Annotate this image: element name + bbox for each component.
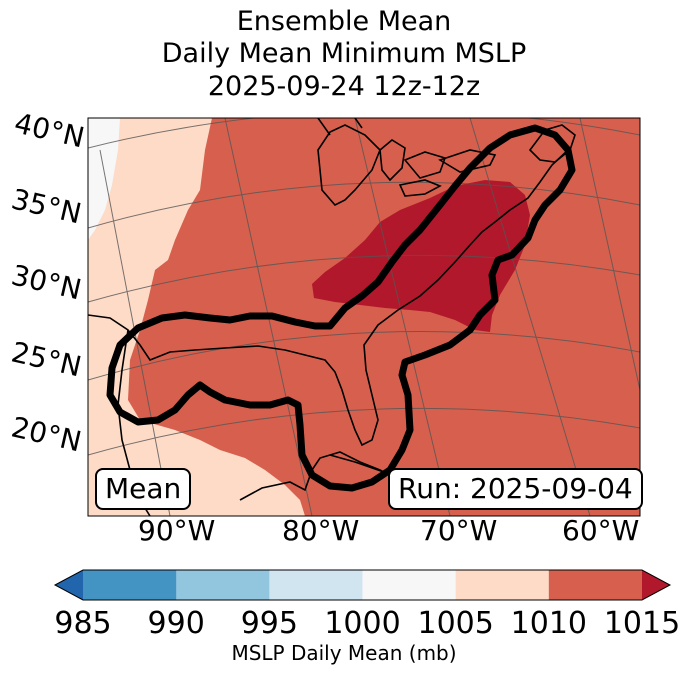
lon-label-70: 70°W bbox=[420, 514, 498, 547]
colorbar bbox=[53, 569, 672, 601]
colorbar-cell bbox=[83, 570, 177, 600]
colorbar-cell bbox=[548, 570, 643, 600]
lon-label-60: 60°W bbox=[562, 514, 640, 547]
colorbar-tick-label: 1015 bbox=[603, 606, 681, 641]
field-1005-1010 bbox=[88, 118, 305, 516]
colorbar-label: MSLP Daily Mean (mb) bbox=[231, 641, 457, 665]
colorbar-cell bbox=[269, 570, 363, 600]
lon-label-80: 80°W bbox=[282, 514, 360, 547]
title-line-1: Ensemble Mean bbox=[236, 6, 452, 37]
colorbar-tick-label: 1005 bbox=[417, 606, 494, 641]
colorbar-extend-high bbox=[642, 570, 670, 600]
colorbar-tick-label: 985 bbox=[54, 606, 112, 641]
title-line-3: 2025-09-24 12z-12z bbox=[207, 71, 481, 102]
colorbar-tick-label: 995 bbox=[240, 606, 298, 641]
map-area bbox=[88, 118, 640, 516]
colorbar-tick-label: 1000 bbox=[324, 606, 401, 641]
run-label-box: Run: 2025-09-04 bbox=[388, 468, 643, 510]
colorbar-cell bbox=[362, 570, 457, 600]
colorbar-tick-label: 990 bbox=[147, 606, 205, 641]
title-line-2: Daily Mean Minimum MSLP bbox=[161, 38, 527, 69]
colorbar-extend-low bbox=[55, 570, 83, 600]
colorbar-cell bbox=[455, 570, 550, 600]
lon-label-90: 90°W bbox=[138, 514, 216, 547]
colorbar-cell bbox=[176, 570, 270, 600]
colorbar-tick-label: 1010 bbox=[510, 606, 588, 641]
mean-contour bbox=[106, 124, 576, 492]
mean-label-box: Mean bbox=[95, 468, 192, 510]
map-frame bbox=[87, 117, 641, 517]
field-1000-1005 bbox=[88, 118, 120, 240]
